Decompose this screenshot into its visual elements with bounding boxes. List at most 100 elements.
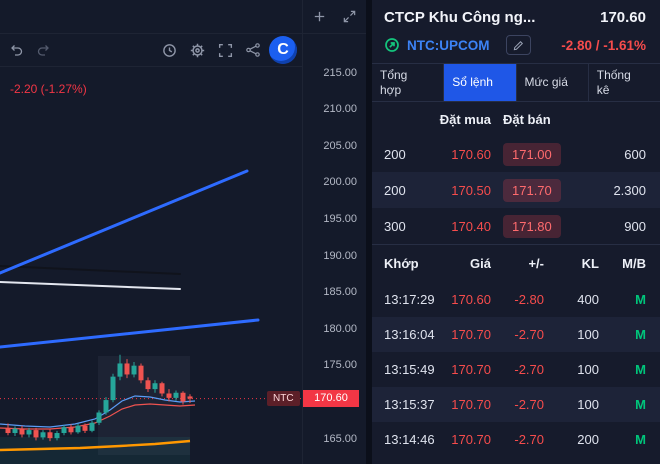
- trade-side: M: [635, 327, 646, 342]
- trade-price: 170.70: [451, 432, 491, 447]
- tab-label: Thống kê: [596, 67, 631, 97]
- buy-price: 170.50: [451, 182, 491, 198]
- axis-label: 165.00: [323, 432, 357, 445]
- trade-time: 13:16:04: [384, 327, 435, 342]
- toolbar-divider: [0, 66, 302, 67]
- pane-divider[interactable]: [366, 0, 372, 464]
- orderbook-header: Đặt mua Đặt bán: [372, 102, 660, 136]
- buy-price: 170.40: [451, 218, 491, 234]
- trade-side: M: [635, 292, 646, 307]
- fullscreen-icon[interactable]: [211, 36, 239, 64]
- trade-price: 170.60: [451, 292, 491, 307]
- trade-time: 13:15:49: [384, 362, 435, 377]
- trade-time: 13:15:37: [384, 397, 435, 412]
- trade-change: -2.70: [514, 362, 544, 377]
- tab-label: Mức giá: [524, 75, 568, 89]
- trade-row[interactable]: 13:15:49 170.70 -2.70 100 M: [372, 352, 660, 387]
- symbol-ticker[interactable]: NTC:UPCOM: [407, 37, 490, 53]
- price-change: -2.80 / -1.61%: [561, 37, 646, 53]
- trade-price: 170.70: [451, 327, 491, 342]
- panel-tabs: Tổng hợp Sổ lệnh Mức giá Thống kê: [372, 64, 660, 102]
- side-header: M/B: [622, 256, 646, 271]
- bid-header: Đặt mua: [439, 111, 491, 127]
- trade-change: -2.70: [514, 327, 544, 342]
- volume-header: KL: [581, 256, 599, 271]
- axis-label: 185.00: [323, 286, 357, 299]
- trade-row[interactable]: 13:15:37 170.70 -2.70 100 M: [372, 387, 660, 422]
- chart-change-label: -2.20 (-1.27%): [10, 82, 87, 96]
- orderbook-row[interactable]: 200 170.60 171.00 600: [372, 136, 660, 172]
- buy-volume: 200: [384, 182, 406, 198]
- trade-volume: 200: [577, 432, 599, 447]
- axis-label: 210.00: [323, 103, 357, 116]
- settings-gear-icon[interactable]: [183, 36, 211, 64]
- match-time-header: Khớp: [384, 256, 419, 271]
- price-line-symbol-tag: NTC: [267, 391, 300, 406]
- axis-label: 175.00: [323, 359, 357, 372]
- axis-label: 195.00: [323, 213, 357, 225]
- sell-price: 171.70: [503, 178, 561, 202]
- chart-topbar: [0, 0, 302, 33]
- sell-volume: 2.300: [613, 182, 646, 198]
- orderbook-row[interactable]: 300 170.40 171.80 900: [372, 208, 660, 244]
- trade-price: 170.70: [451, 397, 491, 412]
- trades-list: 13:17:29 170.60 -2.80 400 M 13:16:04 170.70 -2.…: [372, 282, 660, 457]
- trade-volume: 100: [577, 397, 599, 412]
- toolbar-divider: [0, 33, 366, 34]
- add-pane-icon[interactable]: [305, 3, 333, 31]
- trade-time: 13:14:46: [384, 432, 435, 447]
- trade-change: -2.80: [514, 292, 544, 307]
- trade-volume: 400: [577, 292, 599, 307]
- axis-label: 190.00: [323, 249, 357, 262]
- alert-clock-icon[interactable]: [155, 36, 183, 64]
- axis-label: 205.00: [323, 139, 357, 152]
- tab-thong-ke[interactable]: Thống kê: [589, 64, 660, 101]
- trade-change: -2.70: [514, 432, 544, 447]
- sell-price: 171.00: [503, 142, 561, 166]
- sell-price: 171.80: [503, 214, 561, 238]
- ask-header: Đặt bán: [503, 111, 551, 127]
- axis-label: 200.00: [323, 176, 357, 189]
- trade-side: M: [635, 397, 646, 412]
- trades-header: Khớp Giá +/- KL M/B: [372, 244, 660, 282]
- tab-so-lenh[interactable]: Sổ lệnh: [444, 64, 517, 101]
- sell-volume: 600: [624, 146, 646, 162]
- trade-volume: 100: [577, 327, 599, 342]
- trade-row[interactable]: 13:17:29 170.60 -2.80 400 M: [372, 282, 660, 317]
- trade-time: 13:17:29: [384, 292, 435, 307]
- axis-label: 215.00: [323, 66, 357, 79]
- tab-muc-gia[interactable]: Mức giá: [517, 64, 589, 101]
- trade-price: 170.70: [451, 362, 491, 377]
- price-header: Giá: [470, 256, 491, 271]
- last-price: 170.60: [600, 9, 646, 26]
- price-axis[interactable]: 215.00 210.00 205.00 200.00 195.00 190.00 185.…: [303, 0, 366, 464]
- trade-row[interactable]: 13:14:46 170.70 -2.70 200 M: [372, 422, 660, 457]
- edit-symbol-button[interactable]: [505, 35, 531, 55]
- chart-pane[interactable]: C 215.00 210.00 205.00 200.00 195.00 190.00 18…: [0, 0, 366, 464]
- trade-side: M: [635, 362, 646, 377]
- tab-label: Sổ lệnh: [452, 75, 493, 89]
- company-name: CTCP Khu Công ng...: [384, 9, 536, 26]
- tab-tong-hop[interactable]: Tổng hợp: [372, 64, 445, 101]
- axis-divider: [302, 0, 303, 464]
- orderbook-row[interactable]: 200 170.50 171.70 2.300: [372, 172, 660, 208]
- expand-pane-icon[interactable]: [336, 3, 364, 31]
- sell-volume: 900: [624, 218, 646, 234]
- buy-volume: 300: [384, 218, 406, 234]
- orderbook: 200 170.60 171.00 600 200 170.50 171.70 2.300 30…: [372, 136, 660, 244]
- trade-change: -2.70: [514, 397, 544, 412]
- redo-icon[interactable]: [30, 36, 58, 64]
- change-header: +/-: [528, 256, 544, 271]
- buy-price: 170.60: [451, 146, 491, 162]
- trade-row[interactable]: 13:16:04 170.70 -2.70 100 M: [372, 317, 660, 352]
- buy-volume: 200: [384, 146, 406, 162]
- trade-side: M: [635, 432, 646, 447]
- undo-icon[interactable]: [2, 36, 30, 64]
- chart-toolbar: C: [0, 34, 302, 66]
- symbol-panel: CTCP Khu Công ng... 170.60 NTC:UPCOM -2.…: [372, 0, 660, 464]
- share-icon[interactable]: [239, 36, 267, 64]
- tab-label: Tổng hợp: [380, 67, 408, 97]
- symbol-header: CTCP Khu Công ng... 170.60 NTC:UPCOM -2.…: [372, 0, 660, 64]
- broker-logo[interactable]: C: [269, 36, 297, 64]
